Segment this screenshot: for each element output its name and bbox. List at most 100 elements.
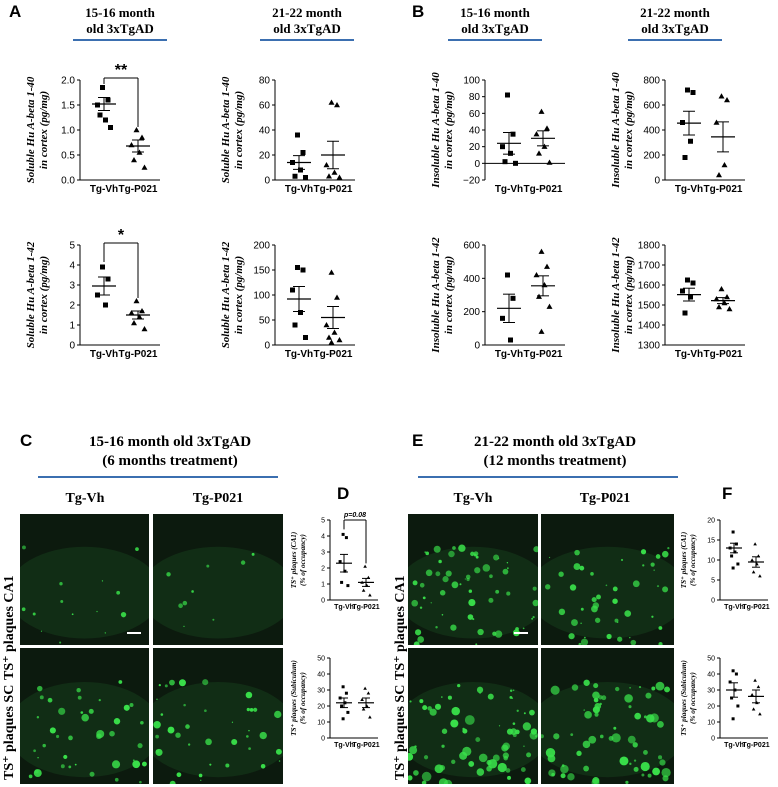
- plaque: [421, 780, 427, 784]
- plaque: [60, 599, 64, 603]
- data-point-square: [346, 584, 350, 588]
- plaque: [419, 606, 423, 609]
- plaque: [590, 572, 594, 576]
- plaque: [40, 630, 43, 632]
- data-point-square: [95, 292, 100, 298]
- plaque: [560, 773, 566, 779]
- header-line: old 3xTgAD: [86, 21, 154, 36]
- data-point-triangle: [368, 593, 372, 597]
- plaque: [579, 565, 585, 571]
- y-tick-label: −20: [463, 176, 480, 187]
- plaque: [421, 771, 432, 782]
- y-tick-label: 0: [69, 341, 75, 352]
- plaque: [116, 590, 121, 595]
- y-tick-label: 800: [643, 76, 660, 87]
- plaque: [529, 709, 535, 716]
- data-point-square: [733, 550, 737, 554]
- plaque: [114, 777, 119, 782]
- plaque: [249, 708, 254, 712]
- y-tick-label: 2.0: [61, 76, 75, 87]
- plaque: [32, 612, 36, 616]
- y-axis-title: Insoluble Hu A-beta 1-42 in cortex (pg/mg…: [430, 237, 455, 354]
- plaque: [625, 780, 629, 784]
- plaque: [506, 562, 509, 564]
- y-tick-label: 0: [711, 735, 715, 742]
- y-tick-label: 60: [469, 109, 481, 120]
- y-tick-label: 5: [69, 241, 75, 252]
- y-axis-title: TS⁺ plaques (CA1) (% of occupancy): [680, 532, 697, 589]
- y-tick-label: 1700: [638, 261, 661, 272]
- x-category-label: Tg-P021: [524, 349, 563, 360]
- plaque: [662, 550, 669, 558]
- plaque: [71, 613, 74, 616]
- y-tick-label: 1500: [638, 301, 661, 312]
- plaque: [612, 586, 618, 592]
- plaque: [497, 762, 507, 773]
- plaque: [167, 726, 175, 734]
- x-category-label: Tg-Vh: [675, 184, 703, 195]
- x-category-label: Tg-P021: [352, 742, 379, 749]
- plaque: [417, 636, 425, 643]
- data-point-square: [510, 295, 516, 301]
- data-point-square: [730, 696, 734, 700]
- data-point-triangle: [538, 108, 545, 114]
- plaque: [501, 744, 509, 752]
- data-point-square: [728, 680, 732, 684]
- y-tick-label: 200: [253, 241, 270, 252]
- plaque: [464, 578, 466, 580]
- header-underline: [448, 39, 542, 41]
- title-line: 21-22 month old 3xTgAD: [473, 434, 637, 450]
- plaque: [414, 745, 417, 748]
- plaque: [522, 722, 532, 731]
- data-point-triangle: [716, 172, 722, 178]
- plaque: [413, 770, 419, 776]
- data-point-triangle: [323, 162, 330, 168]
- plaque: [638, 686, 642, 689]
- header-underline: [73, 39, 167, 41]
- plaque: [111, 760, 121, 769]
- y-axis-title: Soluble Hu A-beta 1-42 in cortex (pg/mg): [220, 241, 245, 348]
- plaque: [253, 707, 258, 712]
- plaque: [450, 719, 459, 728]
- y-tick-label: 600: [643, 101, 660, 112]
- plaque: [580, 607, 584, 611]
- x-category-label: Tg-P021: [314, 184, 353, 195]
- y-axis-title: Insoluble Hu A-beta 1-40 in cortex (pg/mg…: [430, 72, 455, 189]
- x-category-label: Tg-P021: [119, 349, 158, 360]
- plaque: [594, 712, 599, 717]
- plaque: [439, 765, 446, 771]
- plaque: [474, 567, 481, 574]
- y-tick-label: 50: [317, 655, 325, 662]
- data-point-square: [508, 150, 513, 156]
- data-point-triangle: [718, 286, 725, 292]
- plaque: [140, 720, 144, 725]
- plaque: [593, 697, 599, 703]
- plaque: [651, 686, 656, 691]
- scale-bar: [127, 632, 141, 634]
- data-point-triangle: [331, 329, 338, 335]
- data-point-triangle: [724, 294, 730, 300]
- plaque: [466, 577, 470, 582]
- plaque: [592, 706, 600, 714]
- plaque: [545, 748, 556, 758]
- plaque: [120, 611, 127, 618]
- plaque: [209, 763, 212, 766]
- plaque: [438, 559, 442, 564]
- data-point-triangle: [536, 150, 542, 156]
- plaque: [658, 755, 663, 760]
- data-point-triangle: [753, 678, 757, 682]
- data-point-triangle: [541, 282, 548, 288]
- chart-a1: 0.0 0.5 1.0 1.5 2.0 Tg-Vh Tg-P021 Soluble Hu A-…: [25, 62, 160, 195]
- plaque-field: [541, 679, 674, 784]
- data-point-triangle: [368, 715, 372, 719]
- y-axis-title-line: in cortex (pg/mg): [38, 256, 50, 334]
- data-point-square: [685, 277, 690, 283]
- plaque: [523, 745, 525, 747]
- plaque: [599, 734, 604, 739]
- plaque: [204, 709, 207, 713]
- y-tick-label: 2: [321, 565, 325, 572]
- plaque: [541, 734, 544, 739]
- plaque: [569, 584, 577, 591]
- data-point-square: [100, 85, 105, 90]
- plaque: [596, 594, 601, 600]
